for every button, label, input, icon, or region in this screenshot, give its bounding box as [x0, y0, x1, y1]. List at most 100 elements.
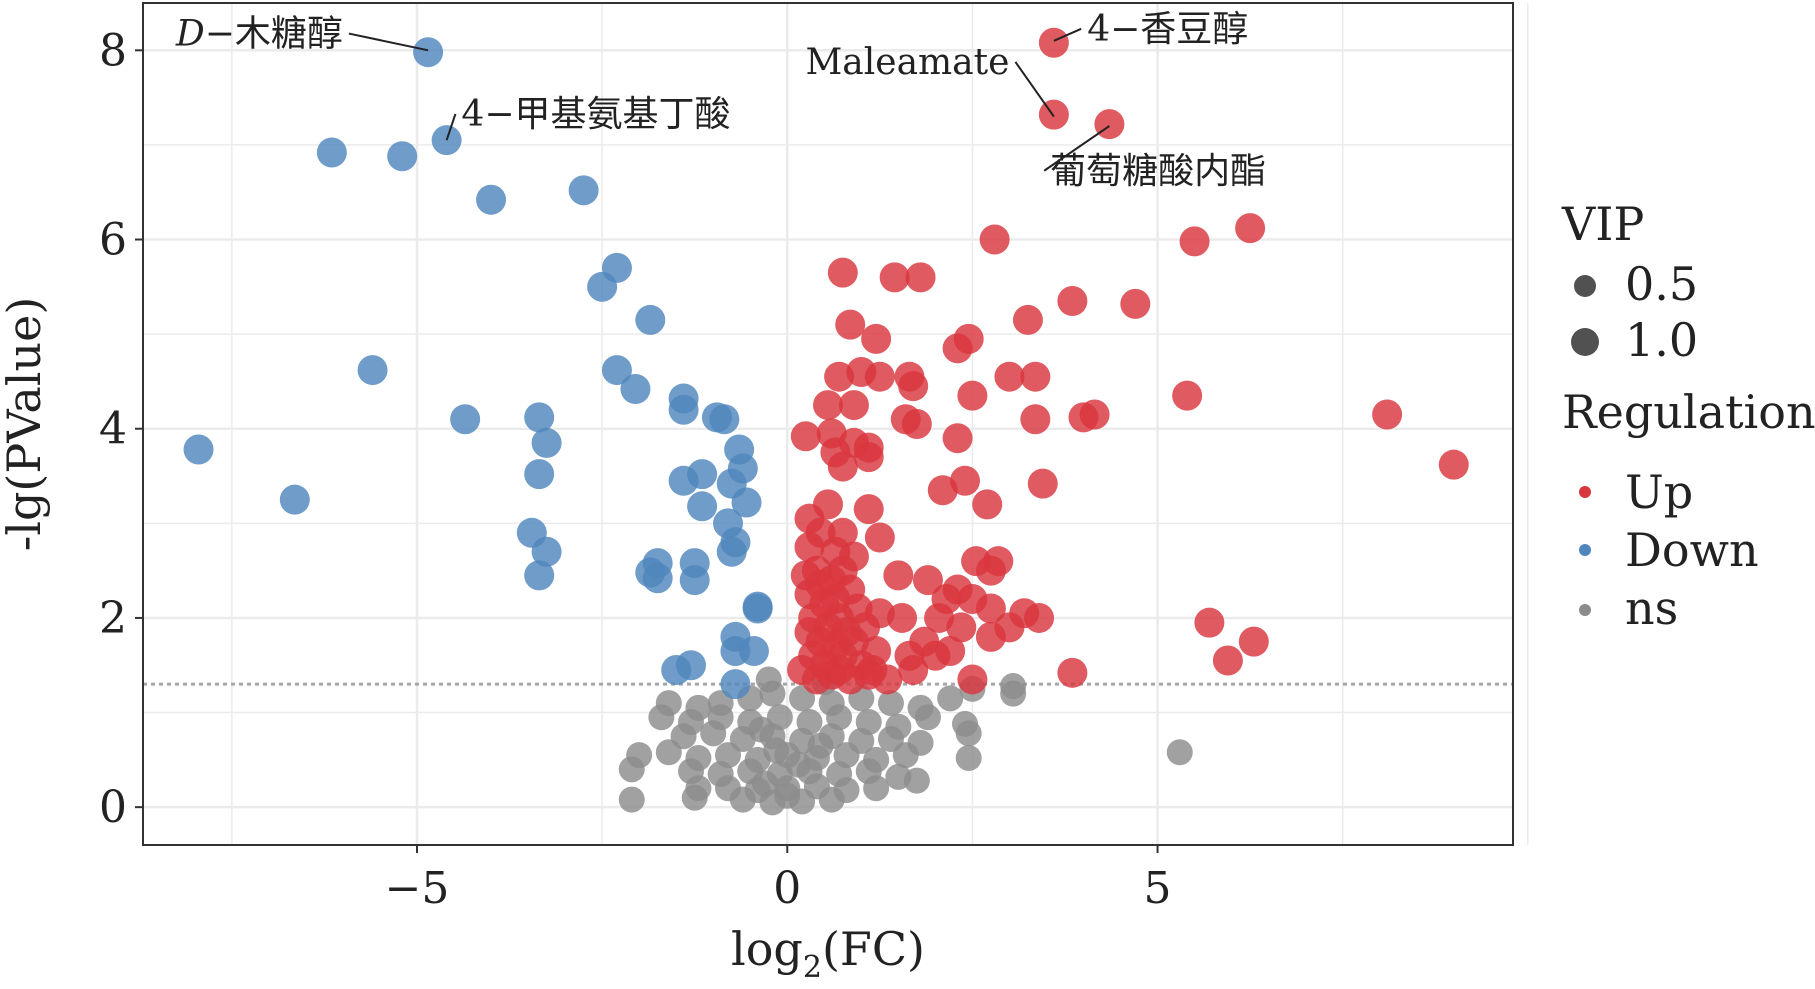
data-point-ns [1166, 739, 1193, 766]
data-point-ns [655, 739, 682, 766]
data-point-up [942, 423, 973, 454]
data-point-up [1235, 213, 1266, 244]
annotation-leader [1053, 27, 1082, 42]
data-point-down [476, 184, 507, 215]
data-point-ns [863, 775, 890, 802]
data-point-down [635, 557, 666, 588]
data-point-ns [681, 784, 708, 811]
series-up [787, 27, 1469, 695]
y-tick-label: 2 [99, 593, 127, 644]
data-point-down [387, 141, 418, 172]
data-point-ns [755, 666, 782, 693]
data-point-up [1012, 304, 1043, 335]
data-point-ns [618, 756, 645, 783]
data-point-up [1057, 657, 1088, 688]
data-point-up [790, 421, 821, 452]
data-point-up [927, 475, 958, 506]
x-axis-title-tail: (FC) [822, 922, 925, 976]
data-point-up [1120, 288, 1151, 319]
data-point-ns [729, 786, 756, 813]
y-axis-title: -lg(PValue) [0, 297, 51, 552]
data-point-up [1024, 602, 1055, 633]
x-axis: −5 0 5 [385, 845, 1172, 914]
data-point-up [794, 531, 825, 562]
data-point-up [905, 262, 936, 293]
data-point-down [568, 175, 599, 206]
data-point-ns [700, 720, 727, 747]
data-point-ns [1000, 680, 1027, 707]
data-point-down [601, 355, 632, 386]
annotation-label: 葡萄糖酸内酯 [1050, 151, 1266, 192]
data-point-up [957, 380, 988, 411]
annotation-leader [1043, 125, 1110, 172]
data-point-up [1020, 361, 1051, 392]
legend-color-title: Regulation [1562, 385, 1815, 439]
legend-size-label-0.5: 0.5 [1625, 257, 1698, 311]
data-point-up [1179, 226, 1210, 257]
data-point-down [450, 404, 481, 435]
data-point-down [676, 650, 706, 681]
data-point-up [1372, 399, 1403, 430]
data-point-down [279, 484, 310, 515]
annotation-label: D−木糖醇 [175, 14, 343, 55]
data-point-up [864, 361, 895, 392]
data-point-down [531, 536, 562, 567]
legend-label-up: Up [1625, 465, 1693, 519]
annotation-label: Maleamate [805, 42, 1009, 83]
annotation-leader [1014, 61, 1055, 118]
legend-key-up [1579, 486, 1591, 498]
data-point-up [979, 224, 1010, 255]
data-point-ns [618, 786, 645, 813]
x-axis-title-subscript: 2 [803, 950, 822, 985]
data-point-up [827, 451, 858, 482]
data-point-up [898, 371, 929, 402]
data-point-down [620, 373, 651, 404]
plot-panel-border [142, 2, 1514, 846]
data-point-up [898, 654, 929, 685]
data-point-up [975, 555, 1006, 586]
data-point-down [183, 434, 214, 465]
data-point-up [838, 390, 869, 421]
data-point-up [957, 664, 988, 695]
annotations: D−木糖醇 4−甲基氨基丁酸 4−香豆醇 Maleamate 葡萄糖酸内酯 [175, 9, 1266, 192]
data-point-up [1038, 99, 1069, 130]
data-point-down [731, 487, 762, 518]
data-point-ns [748, 716, 775, 743]
data-point-up [920, 640, 951, 671]
legend-size-key-1.0 [1571, 328, 1599, 356]
data-point-up [883, 560, 914, 591]
data-point-down [687, 491, 718, 522]
legend-size-key-0.5 [1574, 275, 1596, 297]
legend: VIP 0.5 1.0 Regulation Up Down ns [1561, 197, 1815, 635]
data-point-up [853, 442, 884, 473]
data-point-up [835, 309, 866, 340]
data-point-ns [955, 744, 982, 771]
data-point-ns [752, 770, 779, 797]
data-point-down [524, 560, 555, 591]
data-point-up [1038, 27, 1069, 58]
y-tick-label: 6 [99, 215, 127, 266]
data-point-ns [785, 751, 812, 778]
data-point-ns [648, 704, 675, 731]
data-point-up [1020, 404, 1051, 435]
data-point-down [668, 394, 699, 425]
legend-size-title: VIP [1561, 197, 1644, 251]
data-point-down [357, 355, 388, 386]
data-point-ns [763, 737, 790, 764]
data-point-up [887, 602, 918, 633]
legend-size-label-1.0: 1.0 [1625, 313, 1698, 367]
data-point-ns [937, 685, 964, 712]
data-point-down [679, 565, 710, 596]
data-point-up [1057, 286, 1088, 317]
data-point-up [901, 409, 932, 439]
data-point-down [524, 402, 555, 433]
x-tick-label: 5 [1144, 863, 1172, 914]
data-point-down [709, 404, 740, 435]
data-point-up [942, 333, 973, 364]
annotation-label: 4−甲基氨基丁酸 [461, 94, 730, 135]
data-point-up [813, 390, 843, 421]
annotation-label-italic: D [175, 14, 205, 55]
data-point-down [716, 536, 747, 567]
data-point-down [635, 304, 666, 335]
